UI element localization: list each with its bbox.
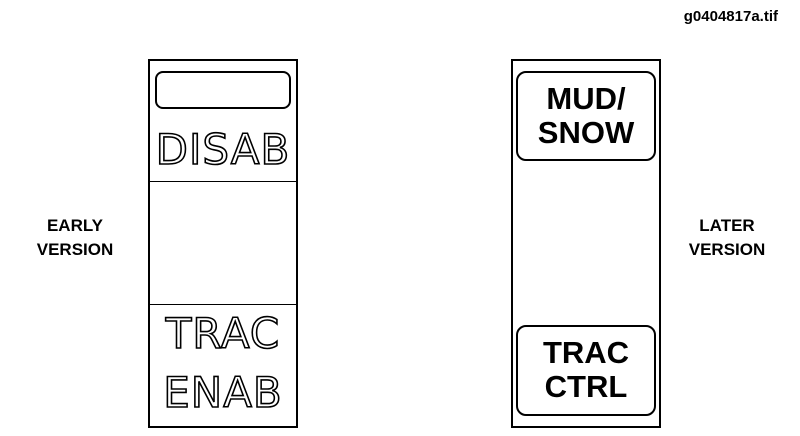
later-label-line-2: VERSION [688,240,766,259]
later-label-line-1: LATER [699,216,755,235]
early-version-label: EARLY VERSION [20,214,130,262]
early-version-switch: DISAB TRAC ENAB [148,59,298,428]
early-trac-text: TRAC [165,309,281,358]
snow-text: SNOW [537,115,635,150]
early-label-line-2: VERSION [36,240,114,259]
early-enab-text: ENAB [162,368,283,417]
early-label-line-1: EARLY [46,216,104,235]
early-blank-indicator [155,71,291,109]
early-top-divider [150,181,296,182]
mud-text: MUD/ [546,81,626,116]
trac-text: TRAC [542,335,630,370]
later-version-switch: MUD/ SNOW TRAC CTRL [511,59,661,428]
ctrl-text: CTRL [544,369,628,404]
mud-snow-window: MUD/ SNOW [516,71,656,161]
early-disab-text: DISAB [155,125,291,174]
trac-ctrl-window: TRAC CTRL [516,325,656,416]
early-bottom-divider [150,304,296,305]
later-version-label: LATER VERSION [668,214,786,262]
figure-id: g0404817a.tif [683,8,778,25]
